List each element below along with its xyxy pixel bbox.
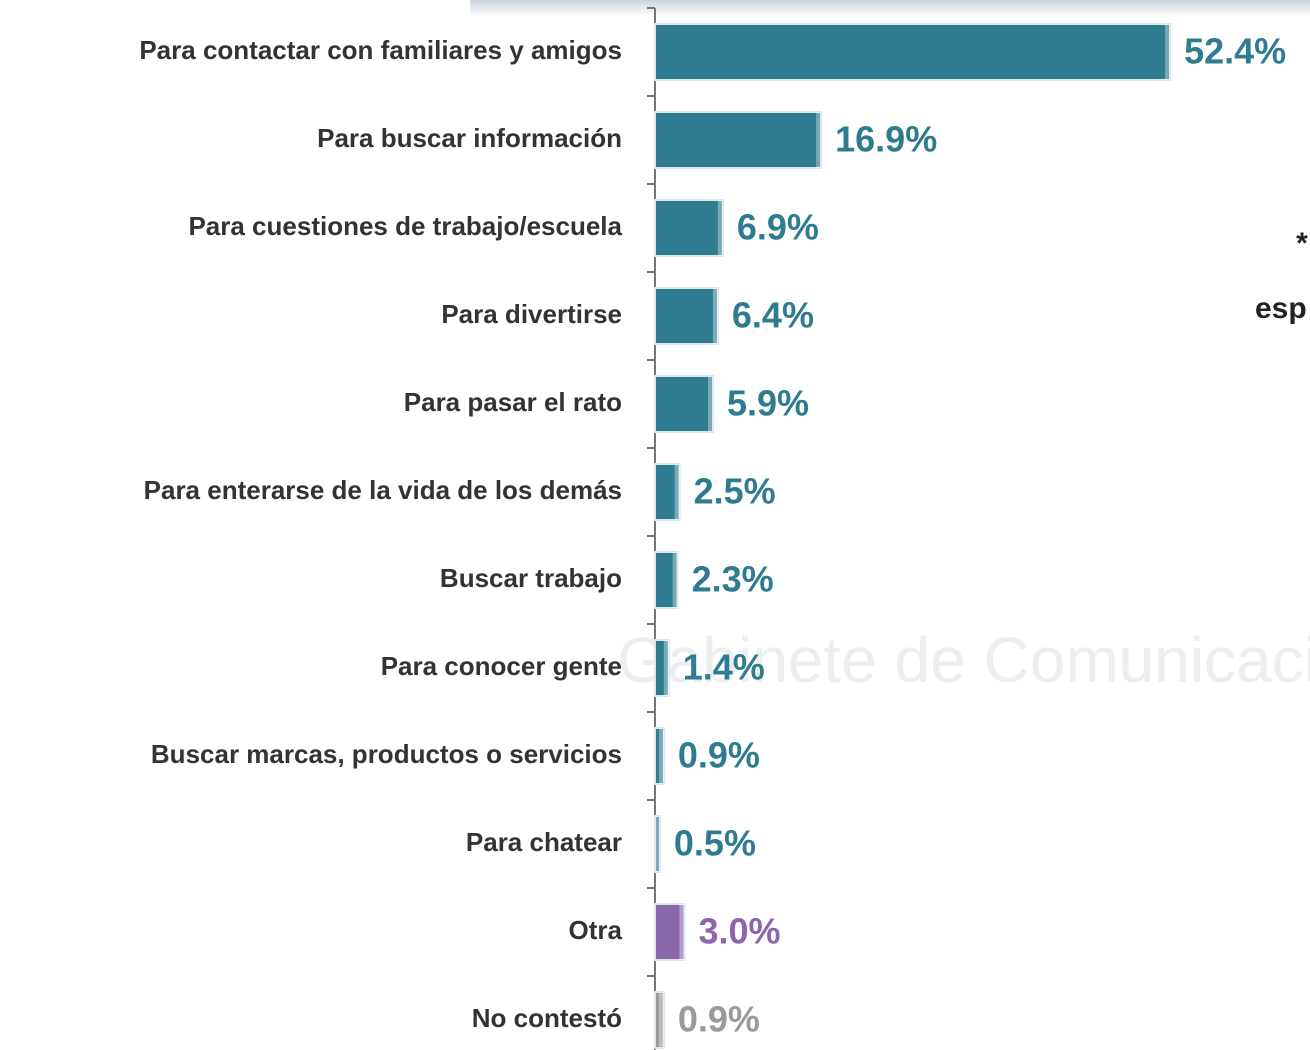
- data-label: 0.9%: [678, 735, 760, 776]
- data-label: 0.9%: [678, 999, 760, 1040]
- y-tick-label: Para chatear: [466, 827, 622, 857]
- bar-shade: [679, 904, 685, 960]
- annotation: *: [1296, 227, 1308, 260]
- bar-shade: [1165, 24, 1171, 80]
- y-tick-label: Para pasar el rato: [404, 387, 622, 417]
- bar: [654, 815, 661, 873]
- bar: [654, 463, 681, 521]
- watermark: Gabinete de Comunicación Estratégica: [617, 624, 1310, 696]
- top-band: [470, 0, 1310, 16]
- data-label: 3.0%: [698, 911, 780, 952]
- bar: [654, 727, 665, 785]
- y-tick-label: Para enterarse de la vida de los demás: [144, 475, 622, 505]
- y-tick-label: Buscar trabajo: [440, 563, 622, 593]
- data-label: 0.5%: [674, 823, 756, 864]
- bar: [654, 199, 724, 257]
- y-tick-label: Buscar marcas, productos o servicios: [151, 739, 622, 769]
- bar-shade: [655, 816, 660, 872]
- bar-shade: [658, 728, 664, 784]
- data-label: 5.9%: [727, 383, 809, 424]
- y-tick-label: Para buscar información: [317, 123, 622, 153]
- data-label: 2.5%: [694, 471, 776, 512]
- y-tick-label: Para contactar con familiares y amigos: [139, 35, 622, 65]
- data-label: 52.4%: [1184, 31, 1286, 72]
- bar: [654, 111, 823, 169]
- bar: [654, 287, 719, 345]
- bar-shade: [674, 464, 680, 520]
- bar-shade: [712, 288, 718, 344]
- data-label: 6.4%: [732, 295, 814, 336]
- y-tick-label: Para divertirse: [441, 299, 622, 329]
- bar-shade: [672, 552, 678, 608]
- data-label: 2.3%: [692, 559, 774, 600]
- y-tick-label: Para conocer gente: [381, 651, 622, 681]
- bar: [654, 375, 714, 433]
- bar-shade: [717, 200, 723, 256]
- data-label: 16.9%: [835, 119, 937, 160]
- y-tick-label: Otra: [569, 915, 623, 945]
- bar-shade: [663, 640, 669, 696]
- bar-shade: [816, 112, 822, 168]
- annotation: esp: [1255, 292, 1307, 325]
- bar-shade: [707, 376, 713, 432]
- y-tick-label: No contestó: [472, 1003, 622, 1033]
- y-tick-label: Para cuestiones de trabajo/escuela: [188, 211, 622, 241]
- bar: [654, 639, 670, 697]
- bar: [654, 903, 686, 961]
- bar: [654, 991, 665, 1049]
- bar: [654, 23, 1172, 81]
- data-label: 6.9%: [737, 207, 819, 248]
- data-label: 1.4%: [683, 647, 765, 688]
- bar: [654, 551, 679, 609]
- bar-shade: [658, 992, 664, 1048]
